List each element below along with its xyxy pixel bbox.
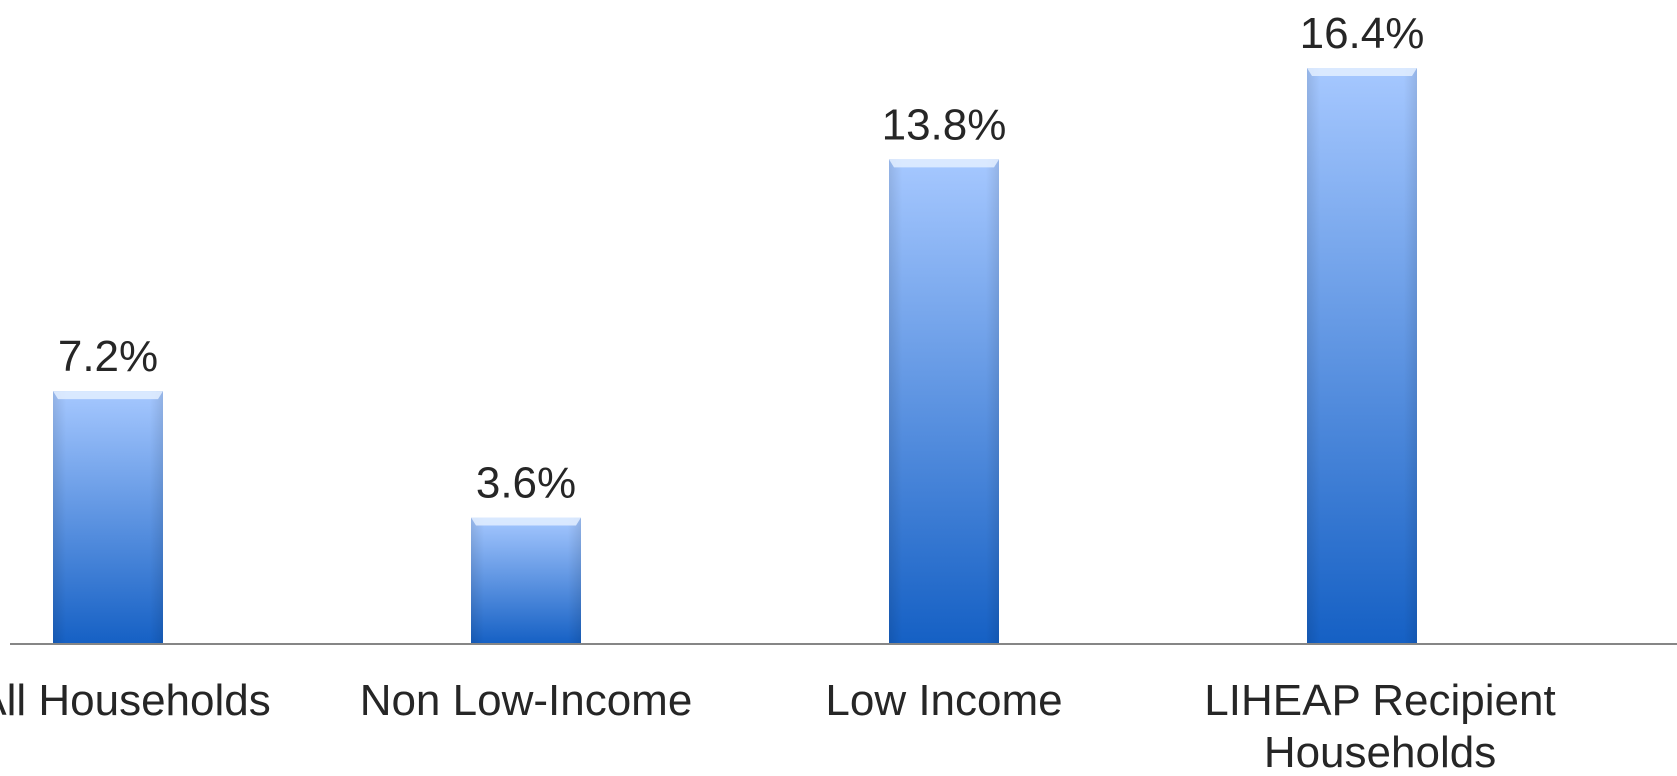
bar-cap-low-income — [889, 159, 999, 168]
value-label-liheap-recipient-households: 16.4% — [1300, 9, 1425, 58]
value-label-non-low-income: 3.6% — [476, 459, 576, 508]
bar-shade-non-low-income — [471, 517, 581, 644]
category-label-line: LIHEAP Recipient — [1204, 676, 1555, 725]
bar-shade-all-households — [53, 391, 163, 644]
bar-cap-non-low-income — [471, 517, 581, 526]
value-label-all-households: 7.2% — [58, 332, 158, 381]
bar-shade-low-income — [889, 159, 999, 644]
category-label-low-income: Low Income — [825, 676, 1062, 725]
category-label-line: Non Low-Income — [360, 676, 693, 725]
labels-group: 7.2% All Households 3.6% Non Low-Income 13.8… — [0, 9, 1556, 776]
bars-group — [53, 68, 1417, 644]
value-label-low-income: 13.8% — [882, 100, 1007, 149]
category-label-line: Low Income — [825, 676, 1062, 725]
category-label-non-low-income: Non Low-Income — [360, 676, 693, 725]
bar-cap-all-households — [53, 391, 163, 400]
category-label-liheap-recipient-households: LIHEAP Recipient Households — [1204, 676, 1555, 776]
bar-cap-liheap-recipient-households — [1307, 68, 1417, 76]
category-label-line: All Households — [0, 676, 271, 725]
category-label-line: Households — [1264, 728, 1496, 776]
bar-shade-liheap-recipient-households — [1307, 68, 1417, 644]
category-label-all-households: All Households — [0, 676, 271, 725]
